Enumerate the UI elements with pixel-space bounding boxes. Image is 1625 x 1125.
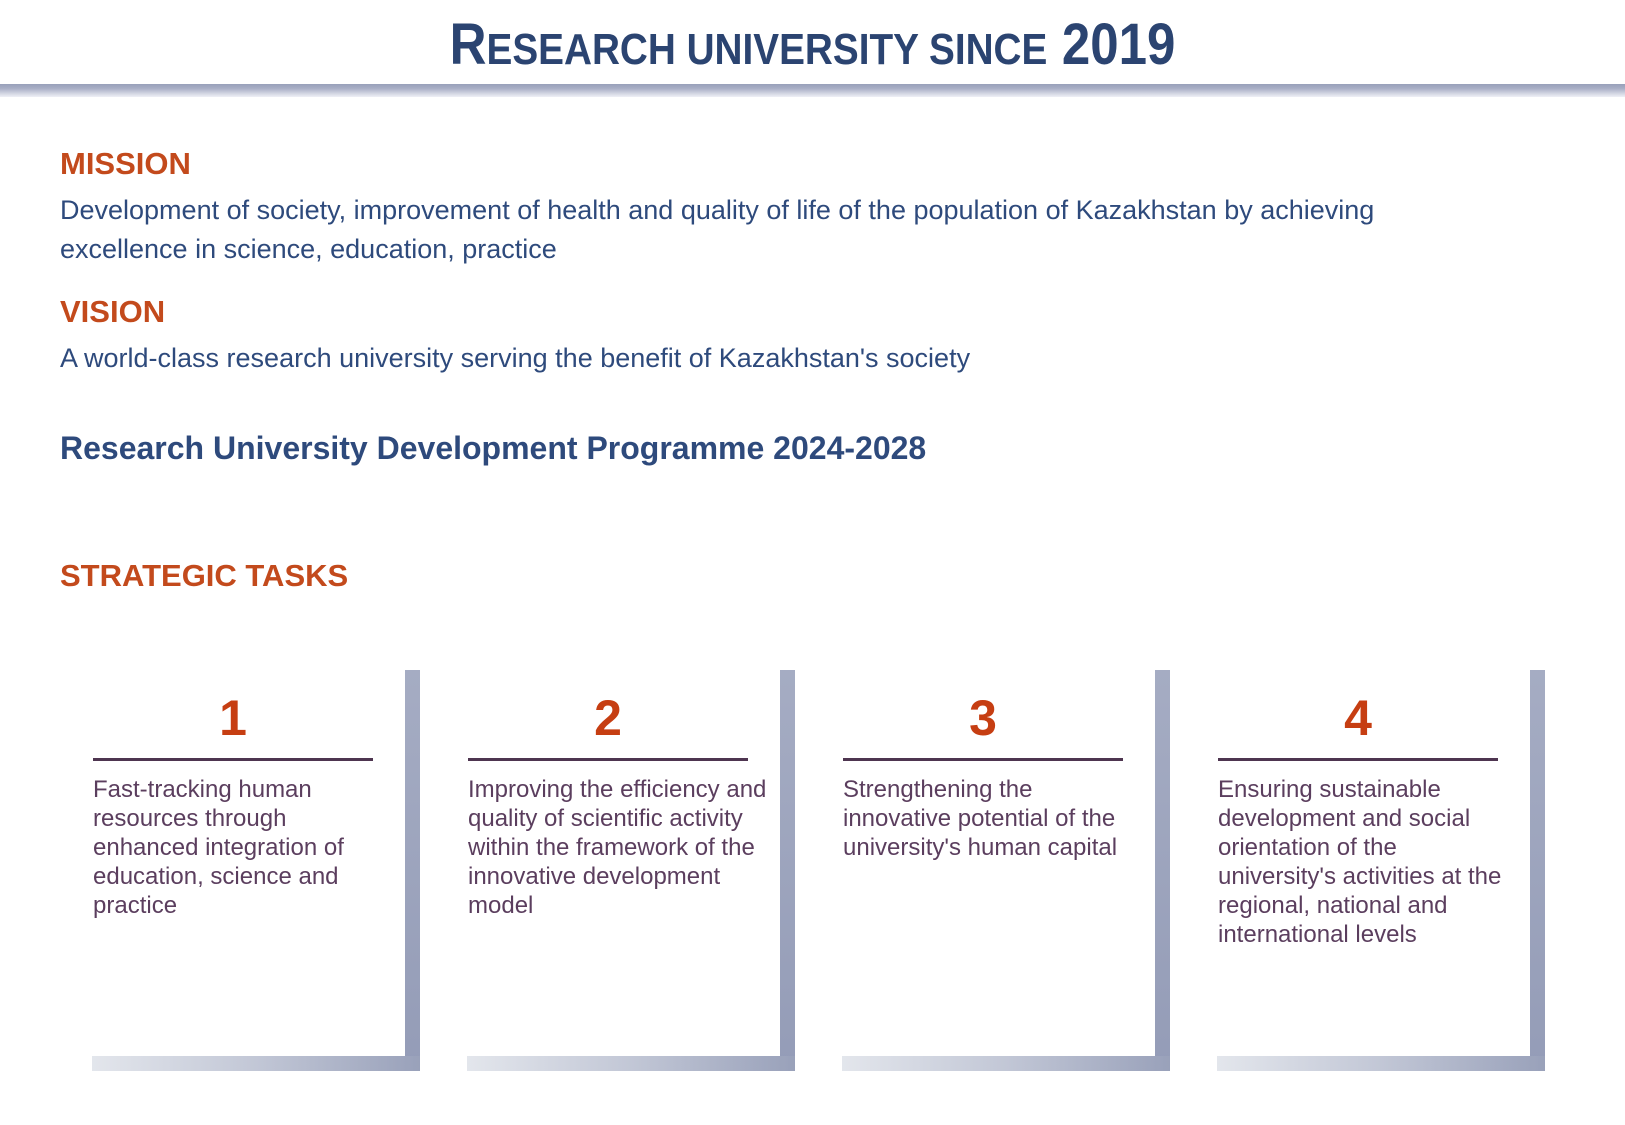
task-card-4-shadow-bottom [1217,1056,1545,1071]
task-card-4: 4 Ensuring sustainable development and s… [1213,650,1545,1071]
task-card-3: 3 Strengthening the innovative potential… [838,650,1170,1071]
slide-title: RESEARCH UNIVERSITY SINCE 2019 [98,6,1528,99]
task-card-2: 2 Improving the efficiency and quality o… [463,650,795,1071]
task-2-text: Improving the efficiency and quality of … [468,776,767,919]
title-small-caps: ESEARCH UNIVERSITY SINCE [486,25,1048,74]
task-card-4-shadow-right [1530,670,1545,1071]
mission-heading: MISSION [60,146,191,181]
task-card-2-header: 2 [468,686,748,761]
task-2-divider [468,758,748,761]
mission-text: Development of society, improvement of h… [60,195,1375,264]
title-year: 2019 [1061,12,1176,77]
task-card-1-shadow-right [405,670,420,1071]
task-card-3-shadow-bottom [842,1056,1170,1071]
task-card-2-shadow-right [780,670,795,1071]
task-4-text: Ensuring sustainable development and soc… [1218,776,1502,948]
task-3-divider [843,758,1123,761]
task-3-number: 3 [969,690,997,746]
task-card-1: 1 Fast-tracking human resources through … [88,650,420,1071]
vision-text: A world-class research university servin… [60,343,971,373]
task-1-text: Fast-tracking human resources through en… [93,776,344,919]
task-card-2-shadow-bottom [467,1056,795,1071]
task-card-4-header: 4 [1218,686,1498,761]
task-2-number: 2 [594,690,622,746]
programme-title: Research University Development Programm… [60,430,927,466]
title-divider [0,84,1625,97]
vision-heading: VISION [60,294,166,329]
task-1-number: 1 [219,690,247,746]
task-card-3-header: 3 [843,686,1123,761]
task-3-text: Strengthening the innovative potential o… [843,776,1118,861]
title-lead-cap: R [449,12,487,77]
task-1-divider [93,758,373,761]
task-card-3-shadow-right [1155,670,1170,1071]
task-card-1-header: 1 [93,686,373,761]
task-card-1-shadow-bottom [92,1056,420,1071]
strategic-tasks-cards: 1 Fast-tracking human resources through … [88,650,1545,1071]
task-4-divider [1218,758,1498,761]
strategic-tasks-heading: STRATEGIC TASKS [60,558,349,593]
task-4-number: 4 [1344,690,1372,746]
